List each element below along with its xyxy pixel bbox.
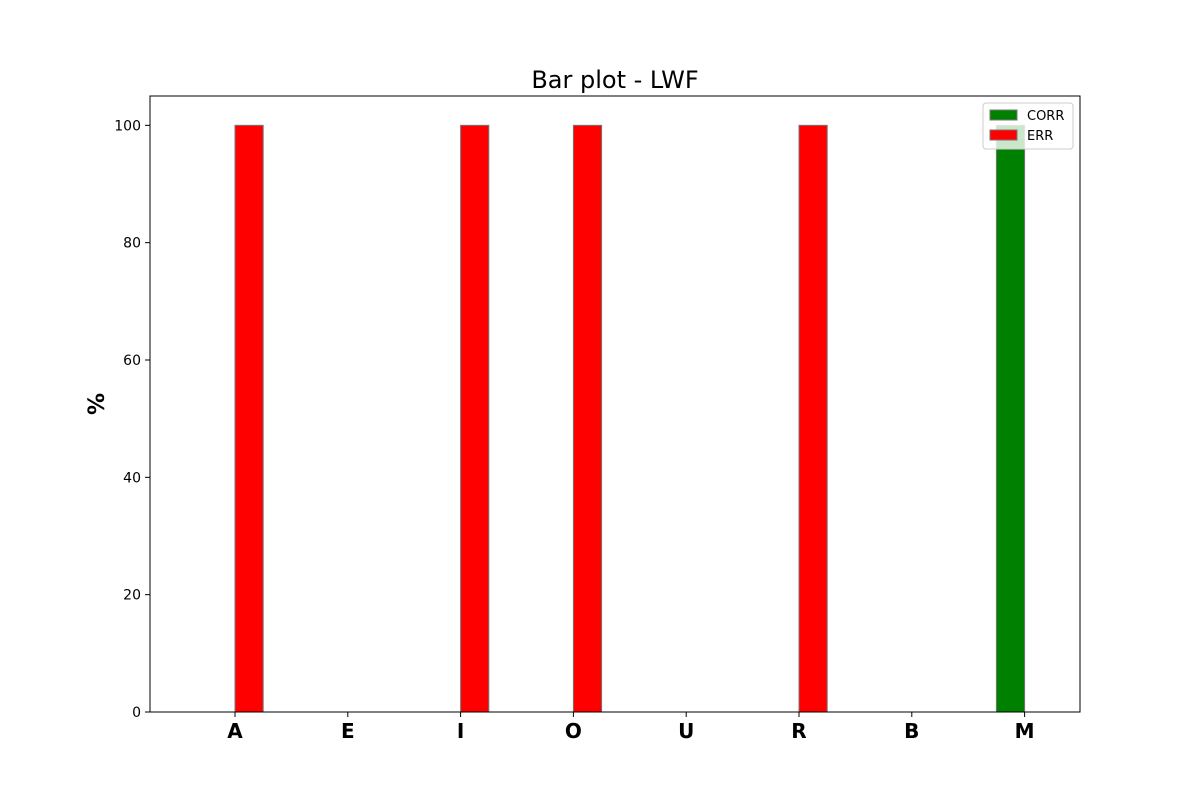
y-axis-label: % [85,393,110,415]
y-tick-label: 0 [132,705,141,721]
bar-err-r [798,124,828,713]
y-tick-label: 100 [114,118,141,134]
bar-err-o [572,124,603,713]
x-tick-label: M [1015,719,1035,743]
x-tick-label: U [678,719,694,743]
y-axis: 0 20 40 60 80 100 [114,118,150,721]
legend-swatch-err [989,129,1018,141]
y-tick-label: 40 [123,470,141,486]
bar-err-a [234,124,264,713]
legend-swatch-corr [989,109,1018,121]
bar-corr-m [995,124,1026,713]
chart-title: Bar plot - LWF [531,66,698,94]
x-tick-label: A [227,719,243,743]
y-tick-label: 60 [123,353,141,369]
legend-label-corr: CORR [1027,109,1064,124]
legend-label-err: ERR [1027,129,1053,144]
x-tick-label: E [341,719,355,743]
x-tick-label: B [904,719,919,743]
legend: CORR ERR [982,102,1074,150]
x-tick-label: I [457,719,464,743]
y-tick-label: 80 [123,236,141,252]
plot-frame [149,95,1081,713]
bar-err-i [460,124,490,713]
x-tick-label: O [565,719,582,743]
y-tick-label: 20 [123,588,141,604]
bars-group [234,124,1026,713]
x-tick-label: R [791,719,806,743]
